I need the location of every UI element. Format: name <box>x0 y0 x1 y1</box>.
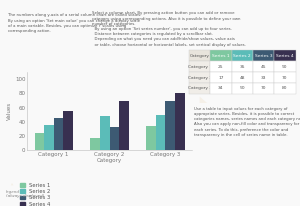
Y-axis label: Values: Values <box>7 102 12 120</box>
X-axis label: Category: Category <box>97 158 122 163</box>
Bar <box>63 111 73 150</box>
Bar <box>166 101 175 150</box>
Bar <box>119 101 128 150</box>
Bar <box>175 94 184 150</box>
Bar <box>100 116 110 150</box>
Text: legend
(always displayed): legend (always displayed) <box>6 190 44 198</box>
Text: Select a column chart. By pressing action button you can add or remove
category : Select a column chart. By pressing actio… <box>92 12 246 47</box>
Bar <box>156 115 166 150</box>
Polygon shape <box>11 183 14 185</box>
Polygon shape <box>124 72 133 80</box>
Bar <box>146 126 156 150</box>
Text: The numbers along y-axis of a serial column chart are called scales.
By using an: The numbers along y-axis of a serial col… <box>8 13 141 33</box>
Legend: Series 1, Series 2, Series 3, Series 4: Series 1, Series 2, Series 3, Series 4 <box>20 183 51 206</box>
Bar <box>34 133 44 150</box>
Polygon shape <box>200 97 207 103</box>
Polygon shape <box>30 72 36 80</box>
Bar <box>53 118 63 150</box>
Bar <box>91 138 100 150</box>
Text: Use a table to input values for each category of
appropriate series. Besides, it: Use a table to input values for each cat… <box>194 107 300 137</box>
Bar <box>110 127 119 150</box>
Bar <box>44 125 53 150</box>
